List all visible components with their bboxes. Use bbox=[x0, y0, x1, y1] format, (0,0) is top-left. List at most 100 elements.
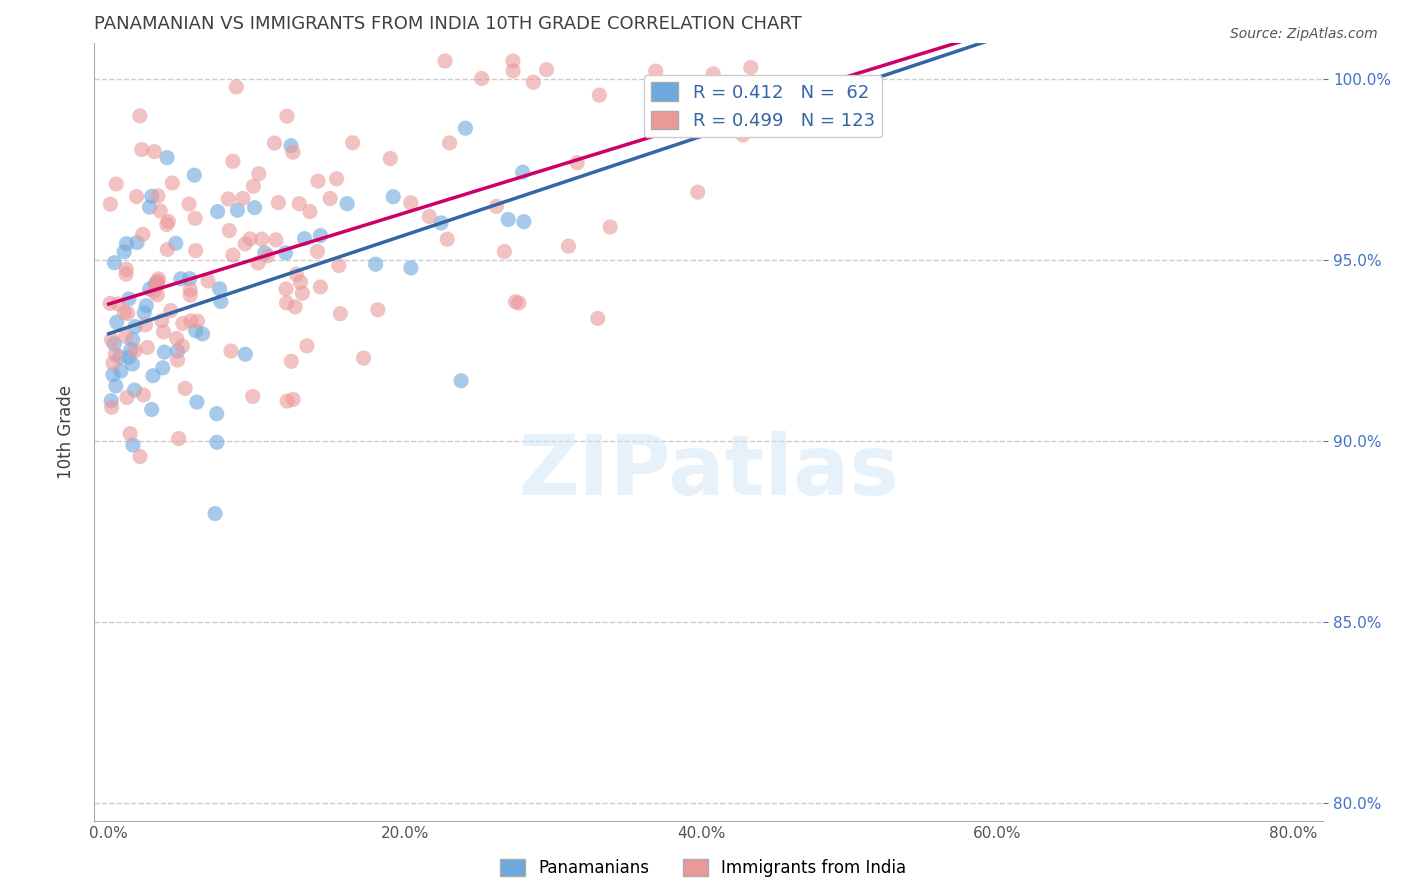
Point bbox=[125, 235, 148, 250]
Point bbox=[263, 136, 285, 150]
Point bbox=[226, 203, 249, 218]
Y-axis label: 10th Grade: 10th Grade bbox=[58, 385, 75, 479]
Point bbox=[280, 138, 302, 153]
Point bbox=[281, 145, 304, 160]
Point bbox=[274, 282, 297, 296]
Point bbox=[232, 191, 254, 205]
Point bbox=[418, 210, 440, 224]
Point bbox=[512, 165, 534, 179]
Point bbox=[183, 168, 205, 182]
Point bbox=[436, 232, 458, 246]
Point bbox=[146, 275, 169, 289]
Point bbox=[124, 343, 146, 358]
Point bbox=[536, 62, 558, 77]
Point bbox=[586, 311, 609, 326]
Point bbox=[172, 317, 194, 331]
Point bbox=[166, 331, 188, 345]
Point bbox=[471, 71, 494, 86]
Point bbox=[131, 143, 153, 157]
Point bbox=[191, 326, 214, 341]
Point bbox=[115, 267, 138, 281]
Point bbox=[250, 232, 273, 246]
Point bbox=[118, 351, 141, 365]
Point bbox=[380, 152, 402, 166]
Point bbox=[439, 136, 461, 150]
Point bbox=[146, 276, 169, 290]
Point bbox=[166, 344, 188, 359]
Point bbox=[253, 245, 276, 260]
Point bbox=[204, 507, 226, 521]
Point bbox=[307, 244, 329, 259]
Point bbox=[342, 136, 364, 150]
Point bbox=[205, 435, 228, 450]
Point bbox=[141, 189, 163, 203]
Point bbox=[336, 196, 359, 211]
Point bbox=[496, 212, 519, 227]
Point bbox=[502, 54, 524, 68]
Point bbox=[209, 294, 232, 309]
Point bbox=[105, 315, 128, 329]
Point bbox=[242, 389, 264, 403]
Point bbox=[329, 307, 352, 321]
Point bbox=[281, 392, 304, 407]
Point bbox=[274, 245, 297, 260]
Point bbox=[276, 394, 298, 409]
Point bbox=[134, 306, 156, 320]
Point bbox=[225, 79, 247, 94]
Point bbox=[100, 401, 122, 415]
Point bbox=[146, 189, 169, 203]
Point bbox=[290, 275, 312, 289]
Point bbox=[124, 319, 146, 334]
Point bbox=[157, 214, 180, 228]
Point bbox=[145, 277, 167, 291]
Point bbox=[288, 196, 311, 211]
Point bbox=[513, 215, 536, 229]
Point bbox=[132, 388, 155, 402]
Point bbox=[309, 228, 332, 243]
Point bbox=[143, 145, 166, 159]
Point bbox=[247, 256, 270, 270]
Point bbox=[681, 77, 703, 91]
Point bbox=[702, 67, 724, 81]
Point bbox=[294, 232, 316, 246]
Point bbox=[319, 192, 342, 206]
Point bbox=[197, 274, 219, 288]
Point bbox=[107, 297, 129, 311]
Point bbox=[110, 364, 132, 378]
Point bbox=[138, 200, 160, 214]
Point bbox=[284, 300, 307, 314]
Point bbox=[114, 329, 136, 343]
Point bbox=[122, 438, 145, 452]
Point bbox=[136, 341, 159, 355]
Point bbox=[132, 227, 155, 242]
Point bbox=[112, 305, 135, 319]
Point bbox=[174, 381, 197, 395]
Point bbox=[364, 257, 387, 271]
Point bbox=[222, 154, 245, 169]
Point bbox=[502, 63, 524, 78]
Point bbox=[247, 167, 270, 181]
Point bbox=[242, 179, 264, 194]
Point bbox=[162, 176, 184, 190]
Point bbox=[205, 407, 228, 421]
Point bbox=[172, 339, 194, 353]
Point bbox=[149, 204, 172, 219]
Point bbox=[256, 249, 278, 263]
Point bbox=[98, 296, 121, 310]
Point bbox=[165, 236, 187, 251]
Point bbox=[115, 236, 138, 251]
Point bbox=[731, 128, 754, 142]
Point bbox=[177, 197, 200, 211]
Point bbox=[276, 109, 298, 123]
Point bbox=[135, 299, 157, 313]
Point bbox=[434, 54, 457, 68]
Point bbox=[179, 283, 201, 297]
Point bbox=[295, 339, 318, 353]
Point bbox=[115, 391, 138, 405]
Point bbox=[599, 219, 621, 234]
Text: PANAMANIAN VS IMMIGRANTS FROM INDIA 10TH GRADE CORRELATION CHART: PANAMANIAN VS IMMIGRANTS FROM INDIA 10TH… bbox=[94, 15, 801, 33]
Point bbox=[644, 64, 666, 78]
Point bbox=[233, 347, 256, 361]
Point bbox=[588, 88, 610, 103]
Point bbox=[125, 189, 148, 203]
